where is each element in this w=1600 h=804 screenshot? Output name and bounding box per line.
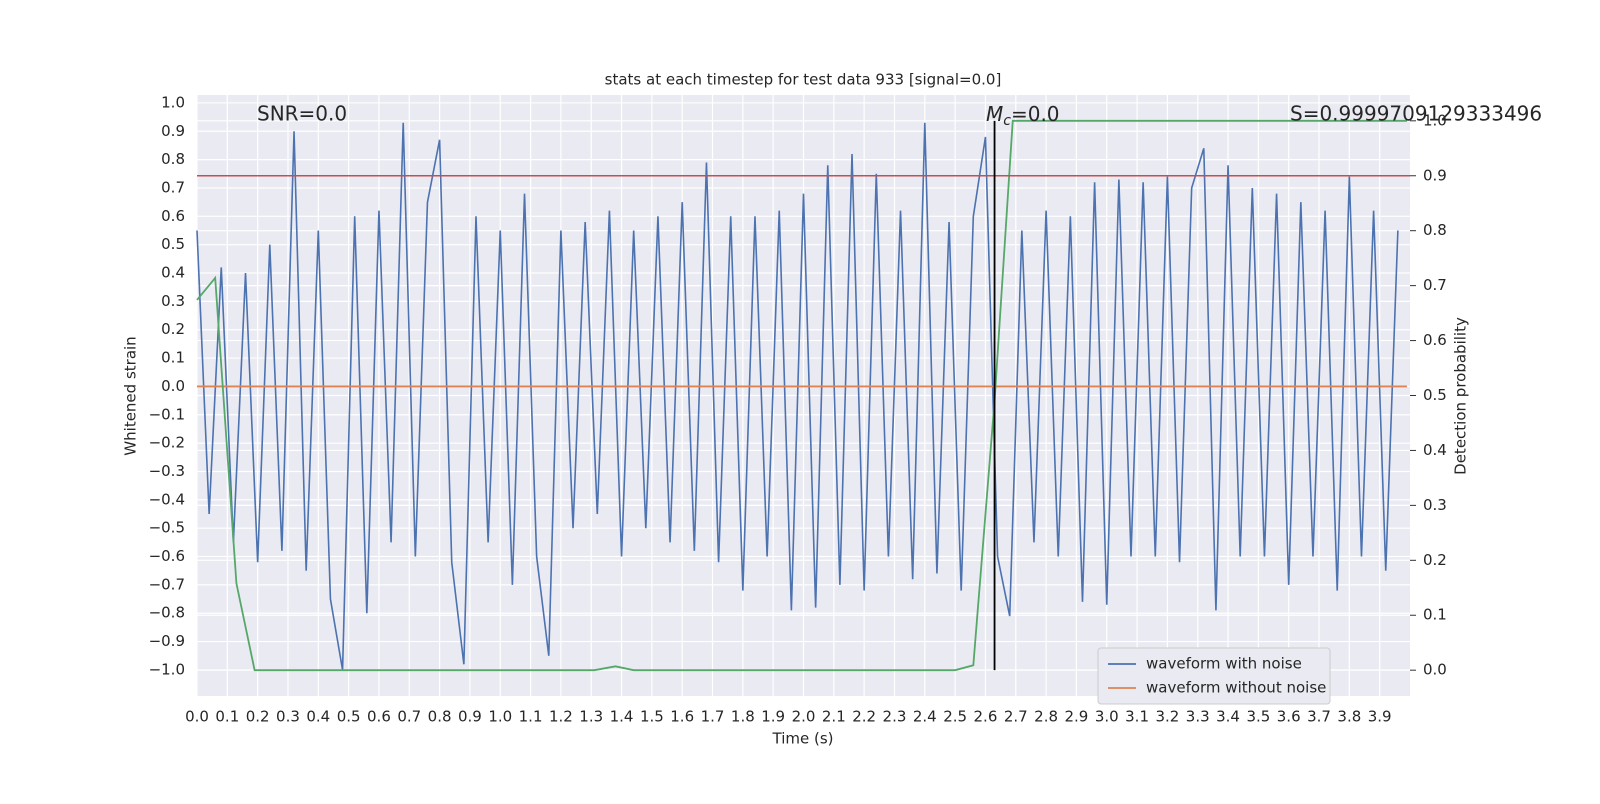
legend-label: waveform with noise bbox=[1146, 655, 1302, 673]
x-tick-label: 1.7 bbox=[701, 708, 725, 726]
y-tick-label: −0.5 bbox=[149, 519, 185, 537]
x-tick-label: 2.5 bbox=[943, 708, 967, 726]
x-tick-label: 0.9 bbox=[458, 708, 482, 726]
y-tick-label: −0.2 bbox=[149, 434, 185, 452]
x-tick-label: 3.5 bbox=[1246, 708, 1270, 726]
legend-box bbox=[1097, 647, 1331, 705]
x-tick-label: 1.1 bbox=[519, 708, 543, 726]
x-tick-label: 2.8 bbox=[1034, 708, 1058, 726]
y-tick-label: 0.4 bbox=[161, 264, 185, 282]
x-tick-label: 1.4 bbox=[610, 708, 634, 726]
annotation-part: c bbox=[1003, 113, 1011, 129]
y2-tick-label: 0.0 bbox=[1423, 661, 1447, 679]
y-tick-label: 0.0 bbox=[161, 377, 185, 395]
x-tick-label: 0.2 bbox=[246, 708, 270, 726]
x-tick-label: 2.6 bbox=[974, 708, 998, 726]
y-tick-label: −0.9 bbox=[149, 632, 185, 650]
y-tick-label: −1.0 bbox=[149, 660, 185, 678]
x-tick-label: 1.9 bbox=[761, 708, 785, 726]
y-tick-label: −0.6 bbox=[149, 547, 185, 565]
y2-tick-label: 0.5 bbox=[1423, 386, 1447, 404]
y-tick-label: 0.5 bbox=[161, 235, 185, 253]
x-tick-label: 3.1 bbox=[1125, 708, 1149, 726]
y2-tick-label: 1.0 bbox=[1423, 111, 1447, 129]
y-tick-label: 0.6 bbox=[161, 207, 185, 225]
y2-tick-label: 0.7 bbox=[1423, 276, 1447, 294]
y2-tick-label: 0.1 bbox=[1423, 606, 1447, 624]
y-axis-label: Whitened strain bbox=[122, 336, 140, 455]
y-tick-label: 0.8 bbox=[161, 150, 185, 168]
x-tick-label: 1.6 bbox=[670, 708, 694, 726]
x-tick-label: 0.4 bbox=[306, 708, 330, 726]
x-tick-label: 0.1 bbox=[215, 708, 239, 726]
y2-tick-label: 0.9 bbox=[1423, 166, 1447, 184]
y2-tick-label: 0.2 bbox=[1423, 551, 1447, 569]
x-tick-label: 2.2 bbox=[852, 708, 876, 726]
x-tick-label: 1.5 bbox=[640, 708, 664, 726]
x-axis-label: Time (s) bbox=[772, 730, 834, 748]
x-tick-label: 3.3 bbox=[1186, 708, 1210, 726]
x-tick-label: 2.3 bbox=[883, 708, 907, 726]
legend: waveform with noise waveform without nois… bbox=[1097, 647, 1331, 705]
x-tick-label: 1.8 bbox=[731, 708, 755, 726]
x-tick-label: 3.8 bbox=[1337, 708, 1361, 726]
y2-axis-label: Detection probability bbox=[1452, 317, 1470, 475]
x-tick-label: 0.5 bbox=[337, 708, 361, 726]
annotation-part: M bbox=[986, 102, 1003, 126]
y-tick-label: 0.9 bbox=[161, 122, 185, 140]
x-tick-label: 2.9 bbox=[1064, 708, 1088, 726]
series-line bbox=[196, 122, 1399, 671]
x-tick-label: 1.2 bbox=[549, 708, 573, 726]
x-tick-label: 3.9 bbox=[1368, 708, 1392, 726]
x-tick-label: 0.6 bbox=[367, 708, 391, 726]
y-tick-label: −0.8 bbox=[149, 604, 185, 622]
x-tick-label: 0.3 bbox=[276, 708, 300, 726]
y2-tick-label: 0.8 bbox=[1423, 221, 1447, 239]
x-tick-label: 0.7 bbox=[397, 708, 421, 726]
x-tick-label: 1.0 bbox=[488, 708, 512, 726]
y2-tick-label: 0.6 bbox=[1423, 331, 1447, 349]
legend-label: waveform without noise bbox=[1146, 679, 1326, 697]
x-tick-label: 0.8 bbox=[428, 708, 452, 726]
y-tick-label: 0.7 bbox=[161, 178, 185, 196]
y-tick-label: −0.4 bbox=[149, 490, 185, 508]
x-tick-label: 1.3 bbox=[579, 708, 603, 726]
y-tick-label: −0.1 bbox=[149, 405, 185, 423]
annotation: Mc=0.0 bbox=[986, 102, 1060, 130]
x-tick-label: 2.4 bbox=[913, 708, 937, 726]
y-tick-label: 0.3 bbox=[161, 292, 185, 310]
labels: 0.0 0.1 0.2 0.3 0.4 0.5 0.6 0.7 0.8 0.9 1.0 1.1 1.2 1… bbox=[149, 93, 1447, 725]
x-tick-label: 3.7 bbox=[1307, 708, 1331, 726]
x-tick-label: 3.0 bbox=[1095, 708, 1119, 726]
y-tick-label: −0.3 bbox=[149, 462, 185, 480]
y-tick-label: −0.7 bbox=[149, 575, 185, 593]
annotation: S=0.9999709129333496 bbox=[1290, 102, 1542, 126]
y2-tick-label: 0.4 bbox=[1423, 441, 1447, 459]
marks bbox=[196, 119, 1410, 672]
annotation: SNR=0.0 bbox=[257, 102, 347, 126]
x-tick-label: 2.7 bbox=[1004, 708, 1028, 726]
y-tick-label: 0.2 bbox=[161, 320, 185, 338]
y-tick-label: 0.1 bbox=[161, 349, 185, 367]
x-tick-label: 3.6 bbox=[1277, 708, 1301, 726]
x-tick-label: 3.2 bbox=[1155, 708, 1179, 726]
chart-title: stats at each timestep for test data 933… bbox=[605, 71, 1002, 89]
annotation-part: =0.0 bbox=[1011, 102, 1060, 126]
x-tick-label: 3.4 bbox=[1216, 708, 1240, 726]
y-tick-label: 1.0 bbox=[161, 93, 185, 111]
x-tick-label: 2.1 bbox=[822, 708, 846, 726]
x-tick-label: 0.0 bbox=[185, 708, 209, 726]
y2-tick-label: 0.3 bbox=[1423, 496, 1447, 514]
grid bbox=[196, 95, 1410, 696]
x-tick-label: 2.0 bbox=[792, 708, 816, 726]
